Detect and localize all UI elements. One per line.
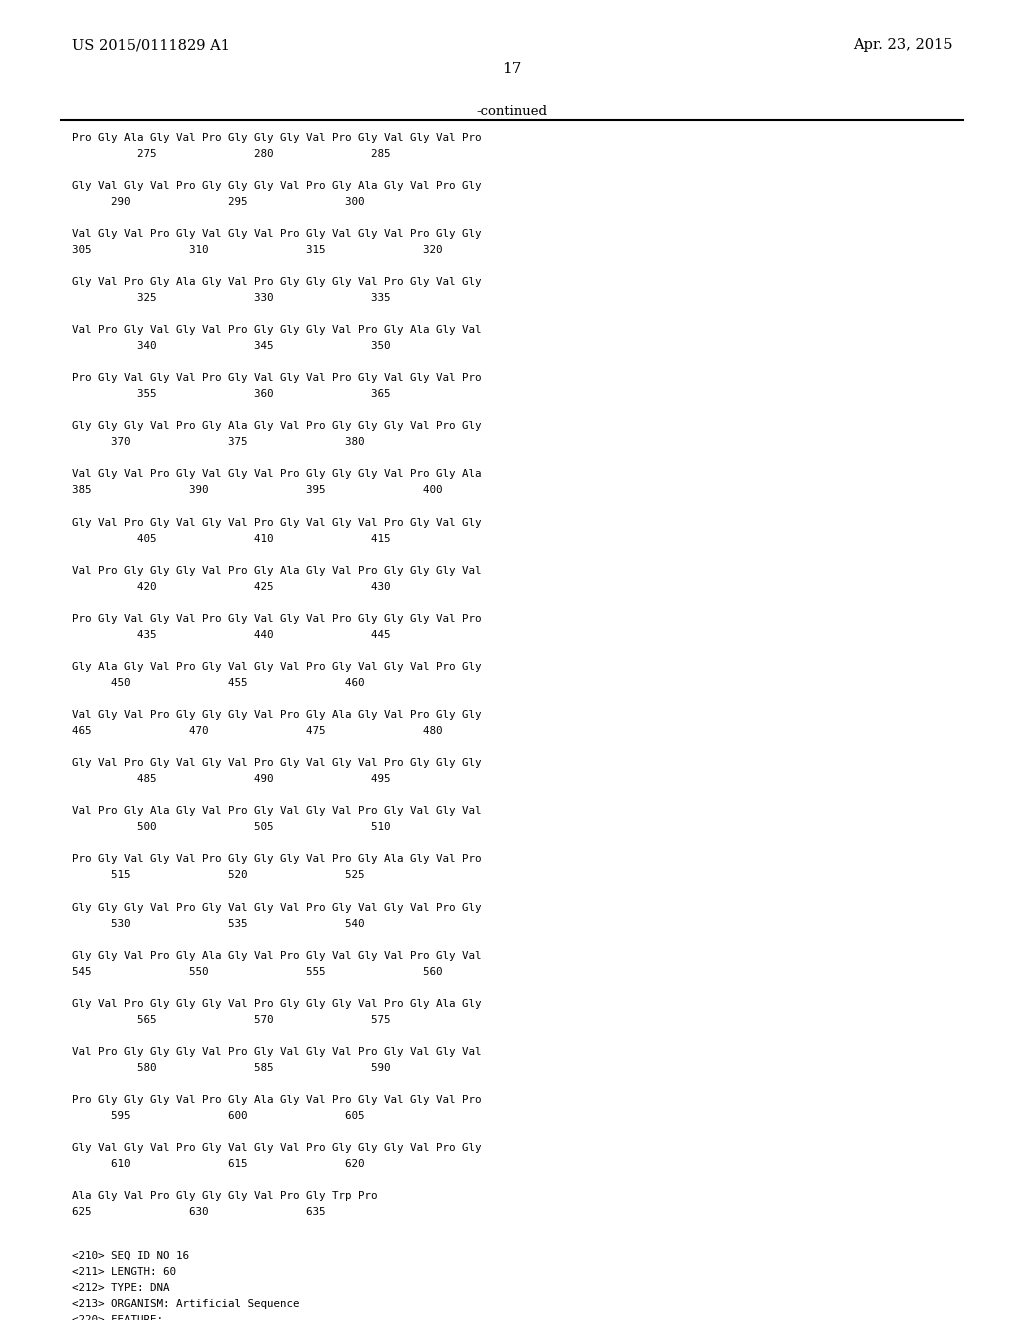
Text: Gly Gly Val Pro Gly Ala Gly Val Pro Gly Val Gly Val Pro Gly Val: Gly Gly Val Pro Gly Ala Gly Val Pro Gly … (72, 950, 481, 961)
Text: Gly Val Pro Gly Ala Gly Val Pro Gly Gly Gly Val Pro Gly Val Gly: Gly Val Pro Gly Ala Gly Val Pro Gly Gly … (72, 277, 481, 286)
Text: Gly Gly Gly Val Pro Gly Val Gly Val Pro Gly Val Gly Val Pro Gly: Gly Gly Gly Val Pro Gly Val Gly Val Pro … (72, 903, 481, 912)
Text: 420               425               430: 420 425 430 (72, 582, 390, 591)
Text: 435               440               445: 435 440 445 (72, 630, 390, 640)
Text: 275               280               285: 275 280 285 (72, 149, 390, 158)
Text: 405               410               415: 405 410 415 (72, 533, 390, 544)
Text: 580               585               590: 580 585 590 (72, 1063, 390, 1073)
Text: -continued: -continued (476, 104, 548, 117)
Text: 450               455               460: 450 455 460 (72, 678, 365, 688)
Text: 500               505               510: 500 505 510 (72, 822, 390, 833)
Text: 305               310               315               320: 305 310 315 320 (72, 244, 442, 255)
Text: <212> TYPE: DNA: <212> TYPE: DNA (72, 1283, 169, 1294)
Text: Pro Gly Val Gly Val Pro Gly Val Gly Val Pro Gly Gly Gly Val Pro: Pro Gly Val Gly Val Pro Gly Val Gly Val … (72, 614, 481, 624)
Text: Pro Gly Val Gly Val Pro Gly Val Gly Val Pro Gly Val Gly Val Pro: Pro Gly Val Gly Val Pro Gly Val Gly Val … (72, 374, 481, 383)
Text: Val Pro Gly Ala Gly Val Pro Gly Val Gly Val Pro Gly Val Gly Val: Val Pro Gly Ala Gly Val Pro Gly Val Gly … (72, 807, 481, 816)
Text: Val Pro Gly Val Gly Val Pro Gly Gly Gly Val Pro Gly Ala Gly Val: Val Pro Gly Val Gly Val Pro Gly Gly Gly … (72, 325, 481, 335)
Text: Gly Val Gly Val Pro Gly Gly Gly Val Pro Gly Ala Gly Val Pro Gly: Gly Val Gly Val Pro Gly Gly Gly Val Pro … (72, 181, 481, 190)
Text: 565               570               575: 565 570 575 (72, 1015, 390, 1024)
Text: Gly Val Gly Val Pro Gly Val Gly Val Pro Gly Gly Gly Val Pro Gly: Gly Val Gly Val Pro Gly Val Gly Val Pro … (72, 1143, 481, 1154)
Text: 515               520               525: 515 520 525 (72, 870, 365, 880)
Text: 485               490               495: 485 490 495 (72, 774, 390, 784)
Text: 325               330               335: 325 330 335 (72, 293, 390, 302)
Text: Gly Gly Gly Val Pro Gly Ala Gly Val Pro Gly Gly Gly Val Pro Gly: Gly Gly Gly Val Pro Gly Ala Gly Val Pro … (72, 421, 481, 432)
Text: 355               360               365: 355 360 365 (72, 389, 390, 399)
Text: Gly Val Pro Gly Gly Gly Val Pro Gly Gly Gly Val Pro Gly Ala Gly: Gly Val Pro Gly Gly Gly Val Pro Gly Gly … (72, 999, 481, 1008)
Text: 370               375               380: 370 375 380 (72, 437, 365, 447)
Text: 290               295               300: 290 295 300 (72, 197, 365, 207)
Text: US 2015/0111829 A1: US 2015/0111829 A1 (72, 38, 229, 53)
Text: 530               535               540: 530 535 540 (72, 919, 365, 928)
Text: Ala Gly Val Pro Gly Gly Gly Val Pro Gly Trp Pro: Ala Gly Val Pro Gly Gly Gly Val Pro Gly … (72, 1191, 377, 1201)
Text: Gly Ala Gly Val Pro Gly Val Gly Val Pro Gly Val Gly Val Pro Gly: Gly Ala Gly Val Pro Gly Val Gly Val Pro … (72, 661, 481, 672)
Text: <211> LENGTH: 60: <211> LENGTH: 60 (72, 1267, 176, 1276)
Text: Val Gly Val Pro Gly Val Gly Val Pro Gly Val Gly Val Pro Gly Gly: Val Gly Val Pro Gly Val Gly Val Pro Gly … (72, 228, 481, 239)
Text: Pro Gly Ala Gly Val Pro Gly Gly Gly Val Pro Gly Val Gly Val Pro: Pro Gly Ala Gly Val Pro Gly Gly Gly Val … (72, 132, 481, 143)
Text: Gly Val Pro Gly Val Gly Val Pro Gly Val Gly Val Pro Gly Gly Gly: Gly Val Pro Gly Val Gly Val Pro Gly Val … (72, 758, 481, 768)
Text: Val Pro Gly Gly Gly Val Pro Gly Val Gly Val Pro Gly Val Gly Val: Val Pro Gly Gly Gly Val Pro Gly Val Gly … (72, 1047, 481, 1057)
Text: <210> SEQ ID NO 16: <210> SEQ ID NO 16 (72, 1251, 188, 1261)
Text: 340               345               350: 340 345 350 (72, 341, 390, 351)
Text: Pro Gly Gly Gly Val Pro Gly Ala Gly Val Pro Gly Val Gly Val Pro: Pro Gly Gly Gly Val Pro Gly Ala Gly Val … (72, 1096, 481, 1105)
Text: 595               600               605: 595 600 605 (72, 1111, 365, 1121)
Text: Val Gly Val Pro Gly Val Gly Val Pro Gly Gly Gly Val Pro Gly Ala: Val Gly Val Pro Gly Val Gly Val Pro Gly … (72, 470, 481, 479)
Text: <213> ORGANISM: Artificial Sequence: <213> ORGANISM: Artificial Sequence (72, 1299, 299, 1309)
Text: Val Pro Gly Gly Gly Val Pro Gly Ala Gly Val Pro Gly Gly Gly Val: Val Pro Gly Gly Gly Val Pro Gly Ala Gly … (72, 566, 481, 576)
Text: Val Gly Val Pro Gly Gly Gly Val Pro Gly Ala Gly Val Pro Gly Gly: Val Gly Val Pro Gly Gly Gly Val Pro Gly … (72, 710, 481, 719)
Text: 17: 17 (503, 62, 521, 75)
Text: <220> FEATURE:: <220> FEATURE: (72, 1315, 163, 1320)
Text: 545               550               555               560: 545 550 555 560 (72, 966, 442, 977)
Text: 465               470               475               480: 465 470 475 480 (72, 726, 442, 737)
Text: Pro Gly Val Gly Val Pro Gly Gly Gly Val Pro Gly Ala Gly Val Pro: Pro Gly Val Gly Val Pro Gly Gly Gly Val … (72, 854, 481, 865)
Text: 610               615               620: 610 615 620 (72, 1159, 365, 1170)
Text: Gly Val Pro Gly Val Gly Val Pro Gly Val Gly Val Pro Gly Val Gly: Gly Val Pro Gly Val Gly Val Pro Gly Val … (72, 517, 481, 528)
Text: 385               390               395               400: 385 390 395 400 (72, 486, 442, 495)
Text: Apr. 23, 2015: Apr. 23, 2015 (853, 38, 952, 53)
Text: 625               630               635: 625 630 635 (72, 1208, 326, 1217)
